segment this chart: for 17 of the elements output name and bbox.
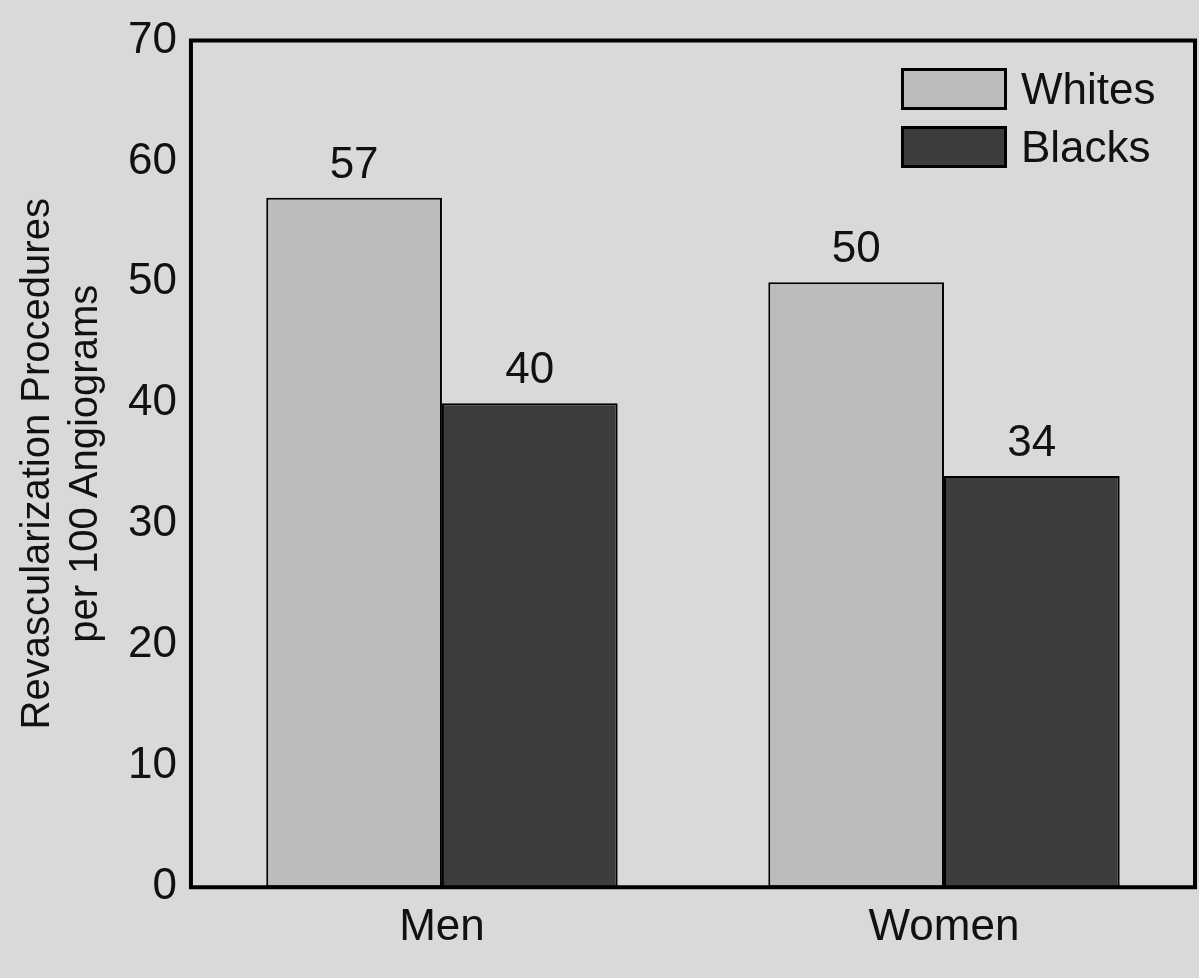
x-tick-label: Men [399,899,485,949]
y-tick-label: 20 [127,617,177,667]
data-label: 57 [329,137,379,187]
legend-label: Blacks [1021,121,1151,174]
y-tick-label: 50 [127,254,177,304]
y-tick-label: 10 [127,738,177,788]
y-tick-label: 70 [127,12,177,62]
y-tick-label: 40 [127,375,177,425]
y-axis-title: Revascularization Procedures per 100 Angiograms [13,198,106,730]
legend-label: Whites [1021,63,1156,116]
y-tick-label: 60 [127,133,177,183]
y-tick-label: 30 [127,496,177,546]
data-label: 50 [831,222,881,272]
data-label: 40 [505,343,555,393]
x-tick-label: Women [868,899,1020,949]
data-label: 34 [1007,416,1057,466]
y-tick-label: 0 [152,859,177,909]
